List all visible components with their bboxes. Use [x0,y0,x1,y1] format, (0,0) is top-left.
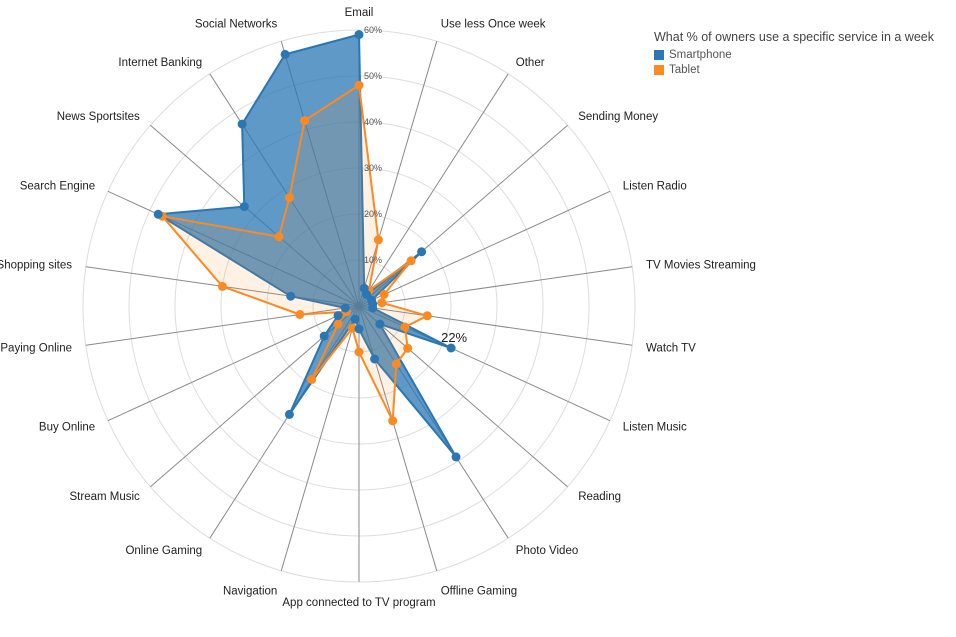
axis-use-less-once-week [358,41,438,307]
category-label-listen-music: Listen Music [623,422,687,434]
axis-buy-online [107,305,360,422]
category-label-app-connected-to-tv-program: App connected to TV program [282,597,435,609]
legend-swatch-smartphone [654,50,664,60]
category-label-email: Email [345,7,374,19]
point-tablet-sending-money[interactable] [406,256,416,266]
point-smartphone-listen-music[interactable] [446,343,456,353]
category-label-other: Other [516,57,545,69]
point-tablet-online-gaming[interactable] [307,375,317,384]
category-label-view-shopping-sites: View Shopping sites [0,260,72,272]
legend-label-tablet: Tablet [669,64,700,76]
point-smartphone-photo-video[interactable] [451,452,461,462]
point-tablet-listen-music[interactable] [400,322,410,332]
category-label-use-less-once-week: Use less Once week [441,19,546,31]
category-label-sending-money: Sending Money [578,111,658,123]
category-label-stream-music: Stream Music [70,491,141,503]
category-labels: Email Use less Once week Other Sending Mone… [0,7,756,609]
point-tablet-internet-banking[interactable] [284,193,294,203]
category-label-news-sportsites: News Sportsites [57,111,140,123]
point-tablet-reading[interactable] [403,343,413,353]
axis-listen-radio [358,190,611,307]
point-smartphone-social-networks[interactable] [280,49,290,59]
category-label-navigation: Navigation [223,585,277,597]
legend-item-tablet[interactable]: Tablet [654,64,934,76]
tick-label-10: 10% [364,255,382,265]
category-label-reading: Reading [578,491,621,503]
axis-other [358,73,509,307]
point-smartphone-email[interactable] [354,30,364,40]
category-label-paying-online: Paying Online [0,342,72,354]
point-tablet-view-shopping-sites[interactable] [217,281,227,291]
point-tablet-email[interactable] [354,80,364,90]
point-smartphone-search-engine[interactable] [153,209,163,219]
point-tablet-news-sportsites[interactable] [274,232,284,242]
point-smartphone-app-connected-to-tv-program[interactable] [354,324,364,334]
point-tablet-social-networks[interactable] [300,116,310,126]
point-tablet-listen-radio[interactable] [379,290,389,299]
point-tablet-stream-music[interactable] [333,319,343,329]
point-smartphone-online-gaming[interactable] [284,409,294,419]
point-tablet-app-connected-to-tv-program[interactable] [354,347,364,357]
point-tablet-use-less-once-week[interactable] [373,235,383,245]
series-areas [157,33,457,458]
category-label-buy-online: Buy Online [39,422,95,434]
series-points [153,30,461,462]
legend: What % of owners use a specific service … [654,30,934,79]
category-label-watch-tv: Watch TV [646,342,696,354]
category-label-offline-gaming: Offline Gaming [441,585,518,597]
point-smartphone-news-sportsites[interactable] [239,202,249,212]
radial-tick-labels: 10% 20% 30% 40% 50% 60% [364,25,382,265]
point-smartphone-view-shopping-sites[interactable] [286,291,296,301]
point-tablet-tv-movies-streaming[interactable] [377,298,387,308]
axis-reading [358,305,568,488]
axis-paying-online [85,305,360,346]
category-label-internet-banking: Internet Banking [118,57,202,69]
point-smartphone-sending-money[interactable] [417,247,427,257]
point-tablet-watch-tv[interactable] [422,311,432,321]
point-smartphone-paying-online[interactable] [340,303,350,313]
point-smartphone-stream-music[interactable] [319,331,329,341]
category-label-listen-radio: Listen Radio [623,181,687,193]
tick-label-50: 50% [364,71,382,81]
point-smartphone-other[interactable] [362,289,371,299]
category-label-social-networks: Social Networks [195,19,278,31]
axis-tv-movies-streaming [358,266,633,307]
point-smartphone-reading[interactable] [375,319,385,329]
category-label-tv-movies-streaming: TV Movies Streaming [646,260,756,272]
legend-title: What % of owners use a specific service … [654,30,934,44]
point-smartphone-offline-gaming[interactable] [370,354,380,364]
point-smartphone-navigation[interactable] [350,314,360,324]
legend-swatch-tablet [654,65,664,75]
point-smartphone-watch-tv[interactable] [368,303,378,313]
value-callout: 22% [441,330,467,345]
axis-watch-tv [358,305,633,346]
tick-label-30: 30% [364,163,382,173]
point-tablet-photo-video[interactable] [391,359,401,369]
category-label-online-gaming: Online Gaming [125,545,202,557]
category-label-photo-video: Photo Video [516,545,578,557]
point-smartphone-internet-banking[interactable] [237,119,247,129]
tick-label-60: 60% [364,25,382,35]
legend-item-smartphone[interactable]: Smartphone [654,49,934,61]
category-label-search-engine: Search Engine [20,181,95,193]
point-tablet-offline-gaming[interactable] [388,416,398,426]
legend-label-smartphone: Smartphone [669,49,732,61]
tick-label-20: 20% [364,209,382,219]
point-tablet-paying-online[interactable] [295,310,305,319]
tick-label-40: 40% [364,117,382,127]
point-smartphone-buy-online[interactable] [333,311,343,321]
axis-navigation [280,305,360,571]
